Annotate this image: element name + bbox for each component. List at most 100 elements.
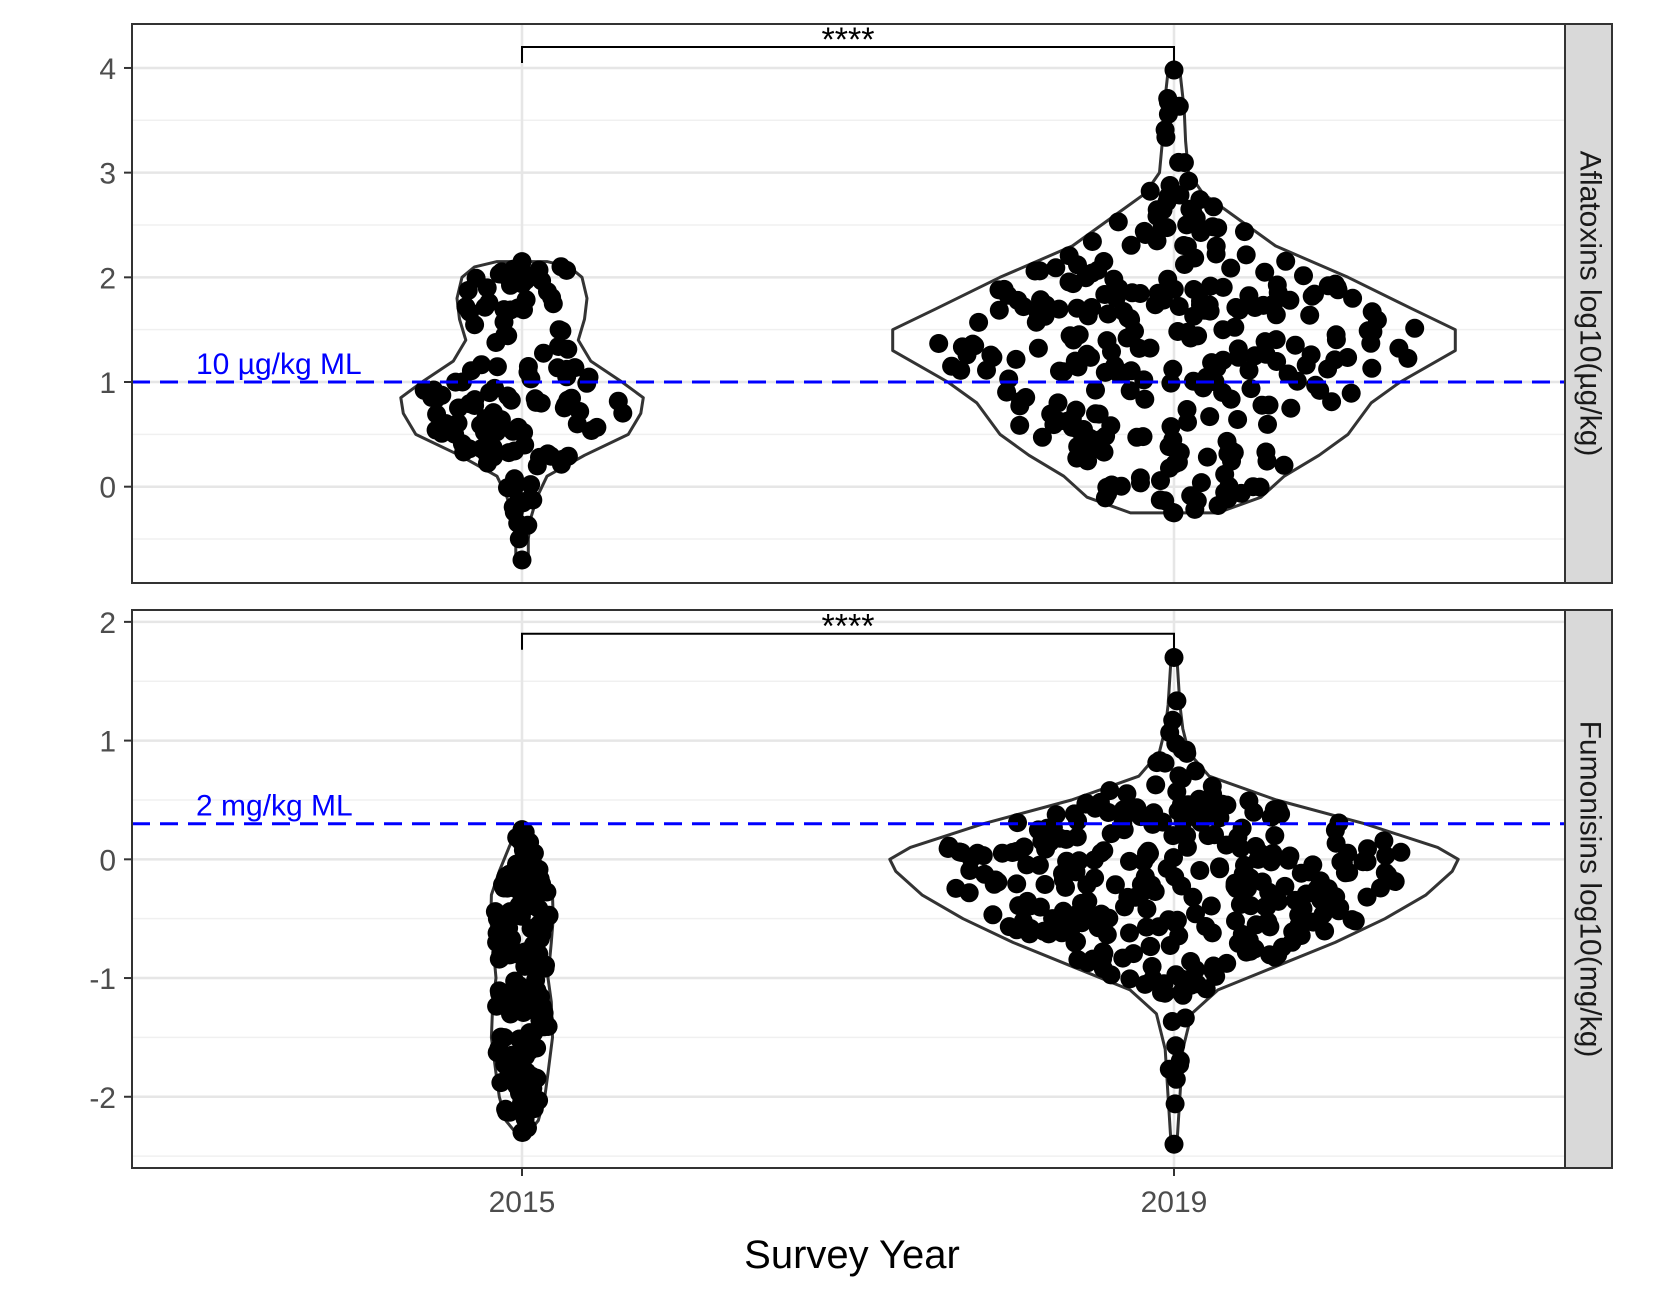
data-point — [1168, 801, 1188, 821]
data-point — [989, 300, 1009, 320]
data-point — [477, 422, 497, 442]
x-tick-label: 2019 — [1141, 1186, 1208, 1219]
data-point — [1268, 283, 1288, 303]
y-tick-label: 1 — [99, 726, 116, 759]
data-point — [1239, 360, 1259, 380]
data-point — [1094, 841, 1114, 861]
strip-label: Fumonisins log10(mg/kg) — [1574, 721, 1607, 1058]
data-point — [1175, 1008, 1195, 1028]
data-point — [449, 398, 468, 418]
data-point — [1137, 917, 1156, 937]
data-point — [929, 334, 949, 353]
data-point — [608, 391, 628, 411]
data-point — [1185, 248, 1205, 268]
data-point — [1043, 818, 1063, 837]
data-point — [1117, 328, 1137, 348]
data-point — [1062, 417, 1082, 437]
data-point — [1120, 923, 1139, 943]
data-point — [551, 257, 571, 277]
data-point — [1160, 936, 1180, 955]
data-point — [1173, 825, 1193, 845]
data-point — [1246, 915, 1266, 935]
strip — [1564, 609, 1613, 1169]
y-tick-label: 2 — [99, 607, 116, 640]
data-point — [1231, 838, 1251, 858]
data-point — [1068, 950, 1088, 970]
data-point — [1167, 782, 1187, 802]
data-point — [1177, 215, 1197, 235]
data-point — [480, 383, 500, 403]
data-point — [542, 288, 562, 307]
data-point — [552, 321, 572, 341]
data-point — [1276, 251, 1296, 271]
data-point — [1017, 855, 1037, 875]
data-point — [1285, 335, 1305, 355]
data-point — [1169, 766, 1189, 786]
data-point — [1135, 389, 1155, 409]
data-point — [516, 290, 536, 310]
data-point — [1241, 379, 1261, 399]
data-point — [1098, 304, 1118, 324]
data-point — [1315, 921, 1335, 941]
data-point — [1010, 415, 1030, 435]
data-point — [1164, 60, 1184, 80]
data-point — [507, 1076, 527, 1096]
x-axis-title: Survey Year — [744, 1233, 960, 1277]
data-point — [1202, 369, 1222, 389]
data-point — [1113, 948, 1133, 968]
y-tick-label: 3 — [99, 158, 116, 191]
data-point — [1077, 875, 1097, 895]
data-point — [1239, 930, 1259, 950]
data-point — [1025, 261, 1045, 281]
x-axis: 2015 2019 — [489, 1168, 1208, 1219]
y-tick-label: 1 — [99, 367, 116, 400]
data-point — [1275, 876, 1295, 896]
data-point — [498, 267, 518, 287]
data-point — [1117, 784, 1137, 804]
data-point — [496, 866, 516, 886]
data-point — [1130, 284, 1150, 303]
data-point — [989, 280, 1009, 300]
data-point — [503, 421, 523, 441]
data-point — [1358, 839, 1377, 859]
data-point — [487, 357, 507, 377]
data-point — [1183, 371, 1203, 391]
data-point — [1239, 286, 1259, 306]
data-point — [939, 836, 959, 856]
data-point — [1228, 347, 1248, 367]
data-point — [967, 843, 987, 863]
data-point — [1318, 276, 1338, 296]
data-point — [1398, 348, 1418, 368]
data-point — [1066, 400, 1086, 420]
data-point — [975, 864, 995, 884]
data-point — [1243, 477, 1263, 497]
data-point — [484, 447, 503, 467]
data-point — [1357, 887, 1377, 907]
data-point — [1239, 791, 1259, 811]
data-point — [1086, 380, 1105, 400]
data-point — [1163, 430, 1183, 450]
y-tick-label: 0 — [99, 472, 116, 505]
data-point — [992, 843, 1012, 863]
data-point — [1187, 974, 1207, 994]
data-point — [558, 446, 578, 466]
data-point — [1259, 395, 1279, 415]
data-point — [1169, 297, 1189, 316]
data-point — [1063, 274, 1083, 294]
data-point — [959, 883, 979, 903]
data-point — [1263, 843, 1283, 863]
data-point — [1120, 309, 1140, 328]
data-point — [587, 417, 607, 437]
data-point — [505, 469, 524, 489]
data-point — [513, 840, 533, 860]
y-tick-label: 4 — [99, 53, 116, 86]
data-point — [1095, 488, 1115, 508]
data-point — [1219, 476, 1239, 496]
strip-label: Aflatoxins log10(µg/kg) — [1574, 151, 1607, 457]
data-point — [500, 945, 520, 965]
data-point — [1241, 896, 1261, 916]
data-point — [1200, 301, 1220, 321]
data-point — [1221, 258, 1241, 278]
data-point — [1164, 503, 1184, 523]
data-point — [1229, 300, 1249, 320]
